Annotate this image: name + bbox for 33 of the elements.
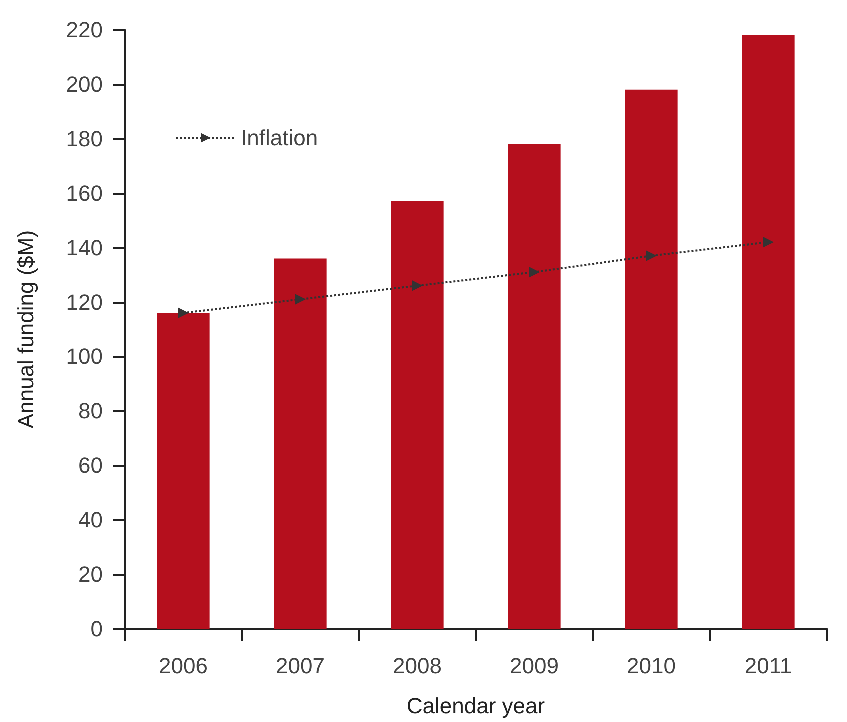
y-tick-label: 180: [66, 126, 103, 152]
y-tick-label: 0: [90, 616, 103, 642]
point: [529, 266, 540, 278]
y-tick-label: 200: [66, 72, 103, 97]
y-axis-title: Annual funding ($M): [14, 230, 38, 429]
point: [412, 280, 423, 292]
y-tick-label: 160: [66, 180, 103, 206]
x-tick-label: 2011: [744, 654, 792, 678]
x-tick-label: 2008: [393, 654, 442, 678]
bar: [625, 90, 678, 629]
point: [295, 294, 306, 306]
bar: [508, 144, 561, 629]
y-tick-label: 40: [78, 508, 103, 533]
x-tick-label: 2009: [510, 654, 559, 678]
bar: [391, 202, 444, 629]
y-tick-label: 80: [78, 398, 103, 424]
x-tick-label: 2007: [276, 654, 325, 678]
y-tick-label: 120: [66, 290, 103, 315]
point: [178, 308, 189, 319]
y-tick-label: 220: [66, 18, 103, 42]
point: [763, 236, 774, 248]
y-tick-label: 100: [66, 344, 103, 370]
x-tick-label: 2010: [627, 654, 676, 678]
y-tick-label: 140: [66, 235, 103, 260]
bar: [157, 313, 210, 629]
bar: [742, 35, 795, 629]
x-tick-label: 2006: [159, 654, 208, 678]
bar: [274, 258, 327, 629]
y-tick-label: 60: [78, 453, 103, 478]
point: [646, 250, 657, 262]
x-axis-title: Calendar year: [406, 694, 546, 718]
legend-label: Inflation: [241, 126, 318, 150]
y-tick-label: 20: [78, 562, 103, 588]
